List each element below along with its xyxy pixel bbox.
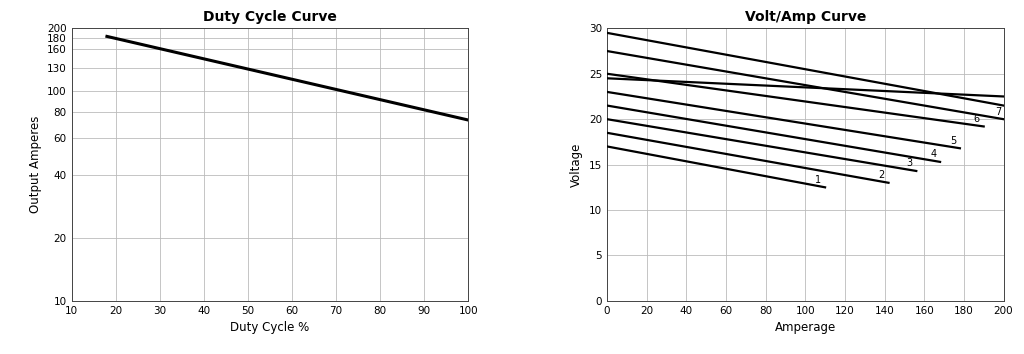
Text: 1: 1	[815, 175, 821, 184]
X-axis label: Amperage: Amperage	[774, 321, 836, 334]
Y-axis label: Voltage: Voltage	[570, 142, 584, 187]
Title: Volt/Amp Curve: Volt/Amp Curve	[744, 10, 866, 24]
Text: 7: 7	[995, 107, 1001, 118]
Y-axis label: Output Amperes: Output Amperes	[29, 116, 42, 213]
Text: 4: 4	[930, 149, 936, 159]
Text: 2: 2	[879, 170, 885, 180]
Text: 5: 5	[950, 136, 956, 145]
Text: 3: 3	[906, 158, 912, 168]
X-axis label: Duty Cycle %: Duty Cycle %	[230, 321, 309, 334]
Text: 6: 6	[974, 114, 980, 124]
Title: Duty Cycle Curve: Duty Cycle Curve	[203, 10, 337, 24]
